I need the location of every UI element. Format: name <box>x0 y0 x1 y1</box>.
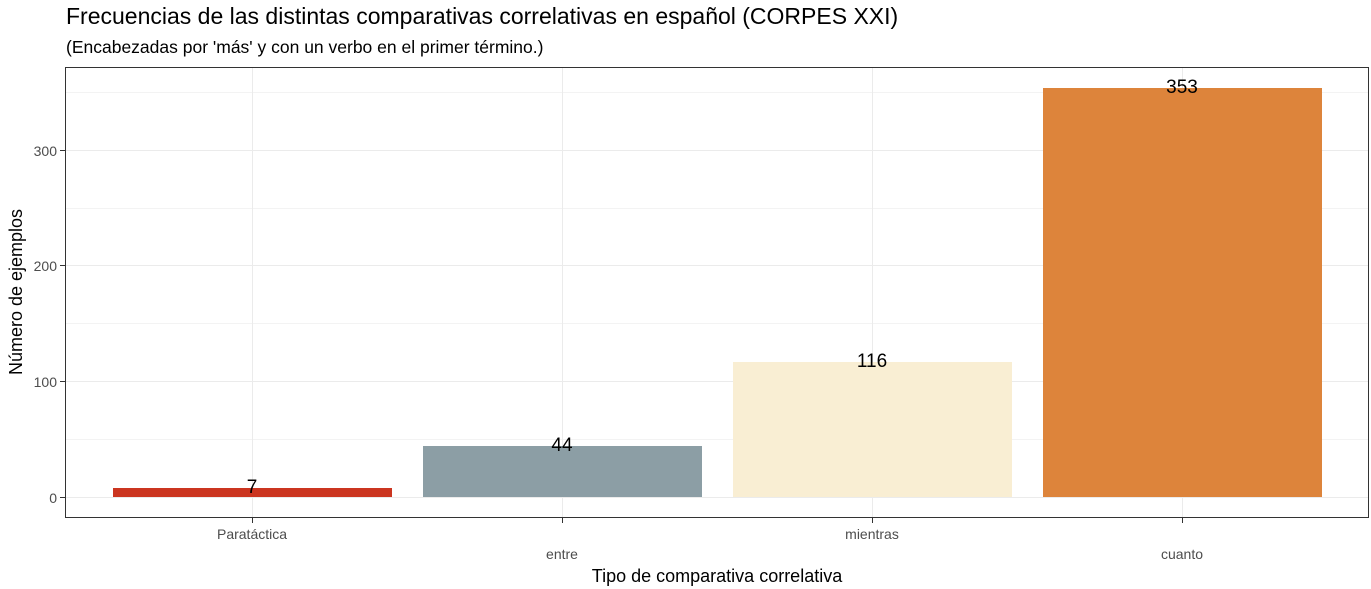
chart-title: Frecuencias de las distintas comparativa… <box>66 3 899 29</box>
y-axis-tick <box>60 496 65 498</box>
x-axis-tick <box>872 518 873 523</box>
vertical-gridline <box>252 68 253 517</box>
y-tick-label: 300 <box>33 142 57 159</box>
bar-paratáctica <box>112 488 392 497</box>
y-axis-title: Número de ejemplos <box>6 208 26 376</box>
bar-value-label: 7 <box>246 477 258 499</box>
bar-value-label: 353 <box>1166 77 1198 99</box>
y-tick-label: 0 <box>49 489 57 506</box>
major-gridline <box>66 149 1368 151</box>
minor-gridline <box>66 207 1368 209</box>
x-axis-tick <box>1182 518 1183 523</box>
y-axis-tick <box>60 380 65 382</box>
minor-gridline <box>66 323 1368 325</box>
plot-panel: 7 44 116 353 <box>65 67 1369 518</box>
x-axis-tick <box>252 518 253 523</box>
x-axis-title: Tipo de comparativa correlativa <box>591 566 843 586</box>
major-gridline <box>66 380 1368 382</box>
major-gridline <box>66 496 1368 498</box>
bar-value-label: 44 <box>551 434 573 456</box>
minor-gridline <box>66 91 1368 93</box>
x-axis-tick <box>562 518 563 523</box>
x-tick-label: mientras <box>845 526 899 542</box>
major-gridline <box>66 265 1368 267</box>
bar-cuanto <box>1042 88 1322 497</box>
bar-entre <box>422 445 702 497</box>
chart-subtitle: (Encabezadas por 'más' y con un verbo en… <box>66 37 544 57</box>
y-tick-label: 100 <box>33 373 57 390</box>
bar-mientras <box>732 362 1012 497</box>
vertical-gridline <box>872 68 873 517</box>
y-tick-label: 200 <box>33 258 57 275</box>
minor-gridline <box>66 438 1368 440</box>
x-tick-label: Paratáctica <box>216 526 288 542</box>
vertical-gridline <box>562 68 563 517</box>
y-axis-tick <box>60 265 65 267</box>
x-tick-label: cuanto <box>1160 546 1204 562</box>
y-axis-tick <box>60 149 65 151</box>
x-tick-label: entre <box>546 546 578 562</box>
bar-value-label: 116 <box>856 351 888 373</box>
